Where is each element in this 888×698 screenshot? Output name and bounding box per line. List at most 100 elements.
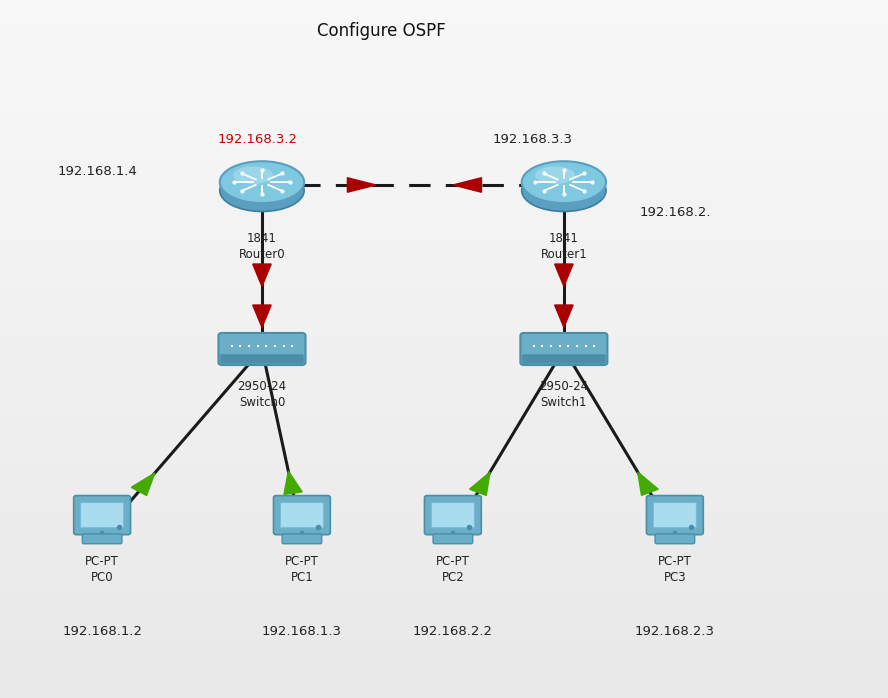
Bar bbox=[0, 337, 888, 349]
Bar bbox=[0, 419, 888, 431]
Bar bbox=[0, 279, 888, 291]
Bar bbox=[0, 384, 888, 396]
Bar bbox=[0, 47, 888, 58]
Bar bbox=[0, 640, 888, 651]
Polygon shape bbox=[555, 305, 573, 327]
Bar bbox=[0, 477, 888, 489]
Bar bbox=[0, 23, 888, 35]
Text: PC-PT
PC2: PC-PT PC2 bbox=[436, 555, 470, 584]
Bar bbox=[0, 407, 888, 419]
FancyBboxPatch shape bbox=[655, 534, 694, 544]
Ellipse shape bbox=[219, 161, 304, 203]
Text: 192.168.2.2: 192.168.2.2 bbox=[413, 625, 493, 638]
Text: PC-PT
PC3: PC-PT PC3 bbox=[658, 555, 692, 584]
Bar bbox=[0, 512, 888, 524]
Polygon shape bbox=[284, 471, 302, 494]
Polygon shape bbox=[253, 305, 271, 327]
Text: 1841
Router1: 1841 Router1 bbox=[541, 232, 587, 262]
Ellipse shape bbox=[535, 166, 575, 184]
Text: 192.168.2.: 192.168.2. bbox=[639, 207, 711, 219]
Bar bbox=[0, 349, 888, 361]
FancyBboxPatch shape bbox=[218, 333, 305, 365]
Text: PC-PT
PC1: PC-PT PC1 bbox=[285, 555, 319, 584]
Polygon shape bbox=[131, 473, 155, 496]
Bar bbox=[0, 651, 888, 663]
Bar bbox=[0, 151, 888, 163]
FancyBboxPatch shape bbox=[281, 503, 323, 528]
Ellipse shape bbox=[521, 170, 607, 211]
Bar bbox=[0, 489, 888, 500]
Polygon shape bbox=[638, 472, 658, 496]
Text: 2950-24
Switch1: 2950-24 Switch1 bbox=[539, 380, 589, 410]
Bar bbox=[0, 361, 888, 372]
Bar bbox=[0, 581, 888, 593]
Text: 1841
Router0: 1841 Router0 bbox=[239, 232, 285, 262]
Bar bbox=[0, 396, 888, 407]
Bar bbox=[0, 221, 888, 232]
Bar bbox=[0, 570, 888, 581]
Bar bbox=[0, 209, 888, 221]
Text: 2950-24
Switch0: 2950-24 Switch0 bbox=[237, 380, 287, 410]
Bar bbox=[0, 186, 888, 198]
Bar bbox=[0, 466, 888, 477]
Bar bbox=[0, 70, 888, 82]
FancyBboxPatch shape bbox=[654, 503, 696, 528]
Bar bbox=[0, 616, 888, 628]
Bar bbox=[0, 302, 888, 314]
Bar bbox=[0, 524, 888, 535]
Bar bbox=[0, 244, 888, 256]
Bar bbox=[0, 593, 888, 605]
Bar bbox=[0, 82, 888, 93]
Polygon shape bbox=[347, 178, 376, 192]
FancyBboxPatch shape bbox=[646, 496, 703, 535]
Bar bbox=[0, 326, 888, 337]
Bar bbox=[0, 35, 888, 47]
Text: 192.168.1.3: 192.168.1.3 bbox=[262, 625, 342, 638]
Text: PC-PT
PC0: PC-PT PC0 bbox=[85, 555, 119, 584]
Bar bbox=[0, 117, 888, 128]
Text: 192.168.2.3: 192.168.2.3 bbox=[635, 625, 715, 638]
Bar bbox=[0, 12, 888, 23]
FancyBboxPatch shape bbox=[432, 503, 474, 528]
Bar bbox=[0, 93, 888, 105]
Bar bbox=[0, 605, 888, 616]
Bar bbox=[0, 0, 888, 12]
Bar bbox=[0, 105, 888, 117]
Text: Configure OSPF: Configure OSPF bbox=[318, 22, 446, 40]
Bar bbox=[0, 198, 888, 209]
Polygon shape bbox=[555, 264, 573, 286]
FancyBboxPatch shape bbox=[74, 496, 131, 535]
Bar bbox=[0, 500, 888, 512]
FancyBboxPatch shape bbox=[81, 503, 123, 528]
Bar bbox=[0, 663, 888, 675]
FancyBboxPatch shape bbox=[424, 496, 481, 535]
Bar bbox=[0, 174, 888, 186]
Bar bbox=[0, 372, 888, 384]
Bar bbox=[0, 163, 888, 174]
Bar bbox=[0, 454, 888, 466]
Bar bbox=[0, 128, 888, 140]
FancyBboxPatch shape bbox=[274, 496, 330, 535]
FancyBboxPatch shape bbox=[522, 355, 606, 364]
FancyBboxPatch shape bbox=[282, 534, 321, 544]
Text: 192.168.1.4: 192.168.1.4 bbox=[58, 165, 138, 177]
Polygon shape bbox=[453, 178, 481, 192]
Bar bbox=[0, 547, 888, 558]
Bar bbox=[0, 314, 888, 326]
Polygon shape bbox=[253, 264, 271, 286]
FancyBboxPatch shape bbox=[433, 534, 472, 544]
Bar bbox=[0, 431, 888, 442]
Text: 192.168.3.3: 192.168.3.3 bbox=[493, 133, 573, 146]
Ellipse shape bbox=[219, 170, 304, 211]
Text: 192.168.1.2: 192.168.1.2 bbox=[62, 625, 142, 638]
Bar bbox=[0, 291, 888, 302]
FancyBboxPatch shape bbox=[520, 333, 607, 365]
Bar bbox=[0, 686, 888, 698]
FancyBboxPatch shape bbox=[83, 534, 122, 544]
Polygon shape bbox=[470, 472, 490, 496]
Bar bbox=[0, 628, 888, 640]
Bar bbox=[0, 267, 888, 279]
Bar bbox=[0, 256, 888, 267]
Ellipse shape bbox=[521, 161, 607, 203]
Bar bbox=[0, 675, 888, 686]
